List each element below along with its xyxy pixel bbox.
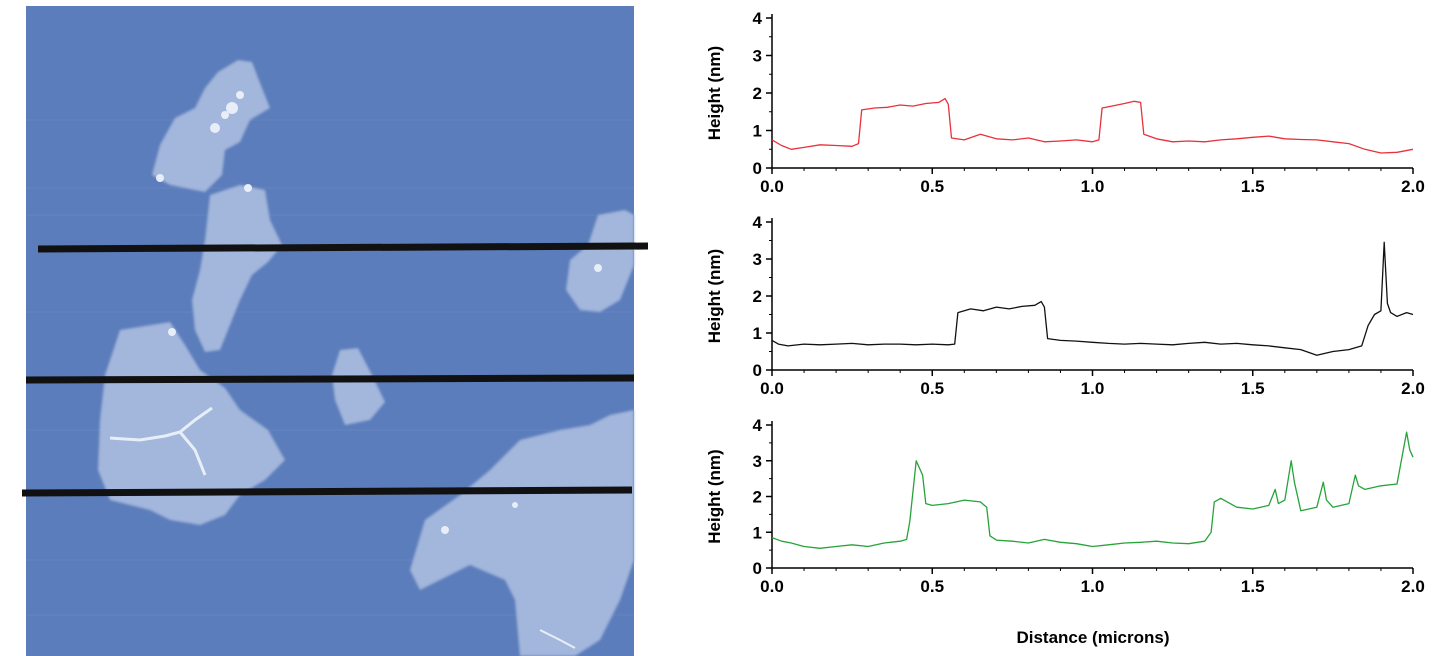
chart-panel-3: 0 1 2 3 4 0.0 0.5 1.0 1.5 2.0 Height (nm) — [705, 416, 1425, 596]
x-tick-label: 1.0 — [1081, 177, 1105, 196]
scan-line-2 — [25, 374, 635, 384]
x-tick-label: 0.0 — [760, 577, 784, 596]
x-tick-label: 1.0 — [1081, 379, 1105, 398]
y-tick-label: 0 — [753, 559, 762, 578]
flake-upper-middle — [192, 185, 282, 352]
x-tick-label: 2.0 — [1401, 379, 1425, 398]
series-line-1 — [771, 97, 1414, 154]
y-tick-label: 1 — [753, 324, 762, 343]
scan-line-3 — [21, 486, 633, 497]
x-tick-label: 0.5 — [920, 577, 944, 596]
bright-features — [109, 91, 602, 649]
x-tick-label: 1.5 — [1241, 177, 1265, 196]
x-tick-label: 1.5 — [1241, 379, 1265, 398]
flake-lower-right — [410, 410, 634, 656]
x-tick-label: 2.0 — [1401, 577, 1425, 596]
scan-lines — [21, 242, 649, 497]
flake-center-small — [332, 348, 385, 425]
x-tick-label: 2.0 — [1401, 177, 1425, 196]
x-tick-label: 1.5 — [1241, 577, 1265, 596]
y-tick-label: 3 — [753, 452, 762, 471]
x-tick-label: 0.0 — [760, 177, 784, 196]
scan-line-1 — [37, 242, 649, 253]
y-tick-label: 1 — [753, 523, 762, 542]
y-tick-label: 3 — [753, 47, 762, 66]
y-axis-title: Height (nm) — [705, 249, 724, 343]
x-tick-label: 0.5 — [920, 379, 944, 398]
y-tick-label: 2 — [753, 488, 762, 507]
y-tick-label: 1 — [753, 122, 762, 141]
x-tick-label: 0.0 — [760, 379, 784, 398]
y-tick-label: 2 — [753, 84, 762, 103]
y-tick-label: 4 — [753, 9, 763, 28]
x-tick-label: 1.0 — [1081, 577, 1105, 596]
y-tick-label: 0 — [753, 159, 762, 178]
y-tick-label: 4 — [753, 213, 763, 232]
y-tick-label: 0 — [753, 361, 762, 380]
y-tick-label: 2 — [753, 287, 762, 306]
x-axis-title: Distance (microns) — [1016, 628, 1169, 647]
chart-panel-1: 0 1 2 3 4 0.0 0.5 1.0 1.5 2.0 Height (nm) — [705, 9, 1425, 196]
x-tick-label: 0.5 — [920, 177, 944, 196]
chart-panel-2: 0 1 2 3 4 0.0 0.5 1.0 1.5 2.0 Height (nm) — [705, 213, 1425, 398]
flake-right-small — [566, 210, 634, 312]
y-tick-label: 3 — [753, 250, 762, 269]
y-axis-title: Height (nm) — [705, 449, 724, 543]
series-line-3 — [771, 431, 1414, 549]
afm-height-image — [21, 6, 649, 656]
y-tick-label: 4 — [753, 416, 763, 435]
y-axis-title: Height (nm) — [705, 46, 724, 140]
series-line-2 — [771, 241, 1414, 356]
